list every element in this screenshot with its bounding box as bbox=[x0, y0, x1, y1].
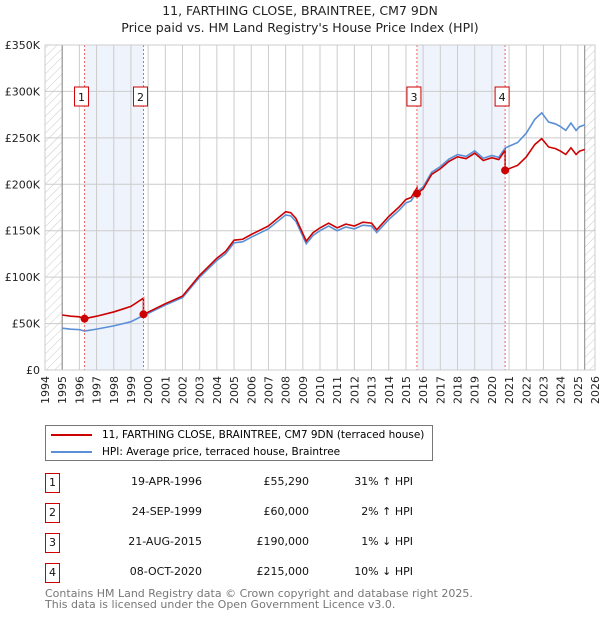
sale-number-badge: 4 bbox=[45, 563, 60, 583]
y-tick-label: £300K bbox=[5, 85, 41, 98]
sale-hpi-diff: 1% ↓ HPI bbox=[361, 535, 413, 548]
legend-label-property: 11, FARTHING CLOSE, BRAINTREE, CM7 9DN (… bbox=[102, 429, 425, 441]
x-tick-label: 2023 bbox=[537, 376, 550, 404]
sale-label-box bbox=[132, 86, 148, 107]
hpi-line bbox=[62, 111, 585, 332]
y-tick-label: £0 bbox=[26, 364, 40, 377]
sale-row: 1 19-APR-1996 £55,290 31% ↑ HPI bbox=[45, 473, 465, 493]
x-tick-label: 2025 bbox=[572, 376, 585, 404]
x-tick-label: 2000 bbox=[142, 376, 155, 404]
x-tick-label: 1999 bbox=[125, 376, 138, 404]
sale-point bbox=[412, 189, 421, 198]
no-data-region-right bbox=[584, 45, 595, 370]
x-tick-label: 2017 bbox=[434, 376, 447, 404]
x-tick-label: 1998 bbox=[108, 376, 121, 404]
x-tick-label: 2005 bbox=[228, 376, 241, 404]
x-tick-label: 2020 bbox=[486, 376, 499, 404]
sale-label-number: 3 bbox=[410, 91, 417, 104]
x-tick-label: 2004 bbox=[211, 376, 224, 404]
x-tick-label: 2015 bbox=[400, 376, 413, 404]
sale-point bbox=[501, 166, 510, 175]
sale-hpi-diff: 10% ↓ HPI bbox=[354, 565, 413, 578]
x-tick-label: 2011 bbox=[331, 376, 344, 404]
chart-title: 11, FARTHING CLOSE, BRAINTREE, CM7 9DN bbox=[162, 3, 438, 18]
price-chart: 1994 1995 1996 1997 1998 1999 2000 2001 2002 2003… bbox=[5, 39, 600, 404]
property-price-line bbox=[62, 137, 585, 320]
x-tick-label: 2014 bbox=[383, 376, 396, 404]
y-tick-label: £50K bbox=[12, 318, 41, 331]
sale-date: 21-AUG-2015 bbox=[128, 535, 202, 548]
legend-item-property: 11, FARTHING CLOSE, BRAINTREE, CM7 9DN (… bbox=[51, 427, 424, 443]
x-tick-label: 2003 bbox=[194, 376, 207, 404]
y-tick-label: £200K bbox=[5, 178, 41, 191]
sale-price: £60,000 bbox=[263, 505, 310, 518]
x-tick-label: 2021 bbox=[503, 376, 516, 404]
x-tick-label: 2007 bbox=[262, 376, 275, 404]
x-tick-label: 1995 bbox=[56, 376, 69, 404]
x-tick-label: 2009 bbox=[297, 376, 310, 404]
sale-number-badge: 2 bbox=[45, 503, 60, 523]
x-tick-label: 1994 bbox=[39, 376, 52, 404]
y-tick-label: £150K bbox=[5, 225, 41, 238]
no-data-region-left bbox=[45, 45, 63, 370]
sale-label-number: 2 bbox=[137, 91, 144, 104]
sale-date: 08-OCT-2020 bbox=[129, 565, 202, 578]
sale-point bbox=[80, 314, 89, 323]
sale-hpi-diff: 2% ↑ HPI bbox=[361, 505, 413, 518]
x-tick-label: 2002 bbox=[177, 376, 190, 404]
x-tick-label: 2013 bbox=[366, 376, 379, 404]
footer-copyright: Contains HM Land Registry data © Crown c… bbox=[45, 587, 473, 600]
sale-point bbox=[139, 310, 148, 319]
sale-number-badge: 3 bbox=[45, 533, 60, 553]
x-tick-label: 2016 bbox=[417, 376, 430, 404]
footer-licence: This data is licensed under the Open Gov… bbox=[45, 598, 396, 611]
x-tick-label: 2018 bbox=[452, 376, 465, 404]
sale-hpi-diff: 31% ↑ HPI bbox=[354, 475, 413, 488]
sale-price: £190,000 bbox=[256, 535, 310, 548]
sale-label-number: 4 bbox=[499, 91, 506, 104]
x-tick-label: 2010 bbox=[314, 376, 327, 404]
sale-price: £55,290 bbox=[263, 475, 310, 488]
sale-label-box bbox=[406, 86, 422, 107]
x-tick-label: 2022 bbox=[520, 376, 533, 404]
x-tick-label: 2012 bbox=[348, 376, 361, 404]
legend-label-hpi: HPI: Average price, terraced house, Brai… bbox=[102, 446, 341, 458]
legend-swatch-property bbox=[51, 434, 92, 436]
y-tick-label: £100K bbox=[5, 271, 41, 284]
sale-number-badge: 1 bbox=[45, 473, 60, 493]
x-tick-label: 2019 bbox=[469, 376, 482, 404]
chart-subtitle: Price paid vs. HM Land Registry's House … bbox=[121, 20, 479, 35]
sale-label-box bbox=[494, 86, 510, 107]
sale-date: 24-SEP-1999 bbox=[131, 505, 202, 518]
legend-swatch-hpi bbox=[51, 451, 92, 453]
sale-row: 3 21-AUG-2015 £190,000 1% ↓ HPI bbox=[45, 533, 465, 553]
ownership-period-shade bbox=[416, 45, 506, 370]
sale-price: £215,000 bbox=[256, 565, 310, 578]
sale-row: 4 08-OCT-2020 £215,000 10% ↓ HPI bbox=[45, 563, 465, 583]
sale-label-box bbox=[74, 86, 90, 107]
sale-row: 2 24-SEP-1999 £60,000 2% ↑ HPI bbox=[45, 503, 465, 523]
sale-date: 19-APR-1996 bbox=[130, 475, 202, 488]
x-tick-label: 2001 bbox=[159, 376, 172, 404]
sale-label-number: 1 bbox=[78, 91, 85, 104]
x-tick-label: 2026 bbox=[589, 376, 600, 404]
legend-item-hpi: HPI: Average price, terraced house, Brai… bbox=[51, 444, 340, 460]
x-tick-label: 1997 bbox=[91, 376, 104, 404]
x-tick-label: 2006 bbox=[245, 376, 258, 404]
x-tick-label: 1996 bbox=[73, 376, 86, 404]
plot-border bbox=[44, 44, 596, 371]
legend: 11, FARTHING CLOSE, BRAINTREE, CM7 9DN (… bbox=[45, 425, 433, 461]
y-tick-label: £250K bbox=[5, 132, 41, 145]
x-tick-label: 2008 bbox=[280, 376, 293, 404]
y-tick-label: £350K bbox=[5, 39, 41, 52]
x-tick-label: 2024 bbox=[555, 376, 568, 404]
